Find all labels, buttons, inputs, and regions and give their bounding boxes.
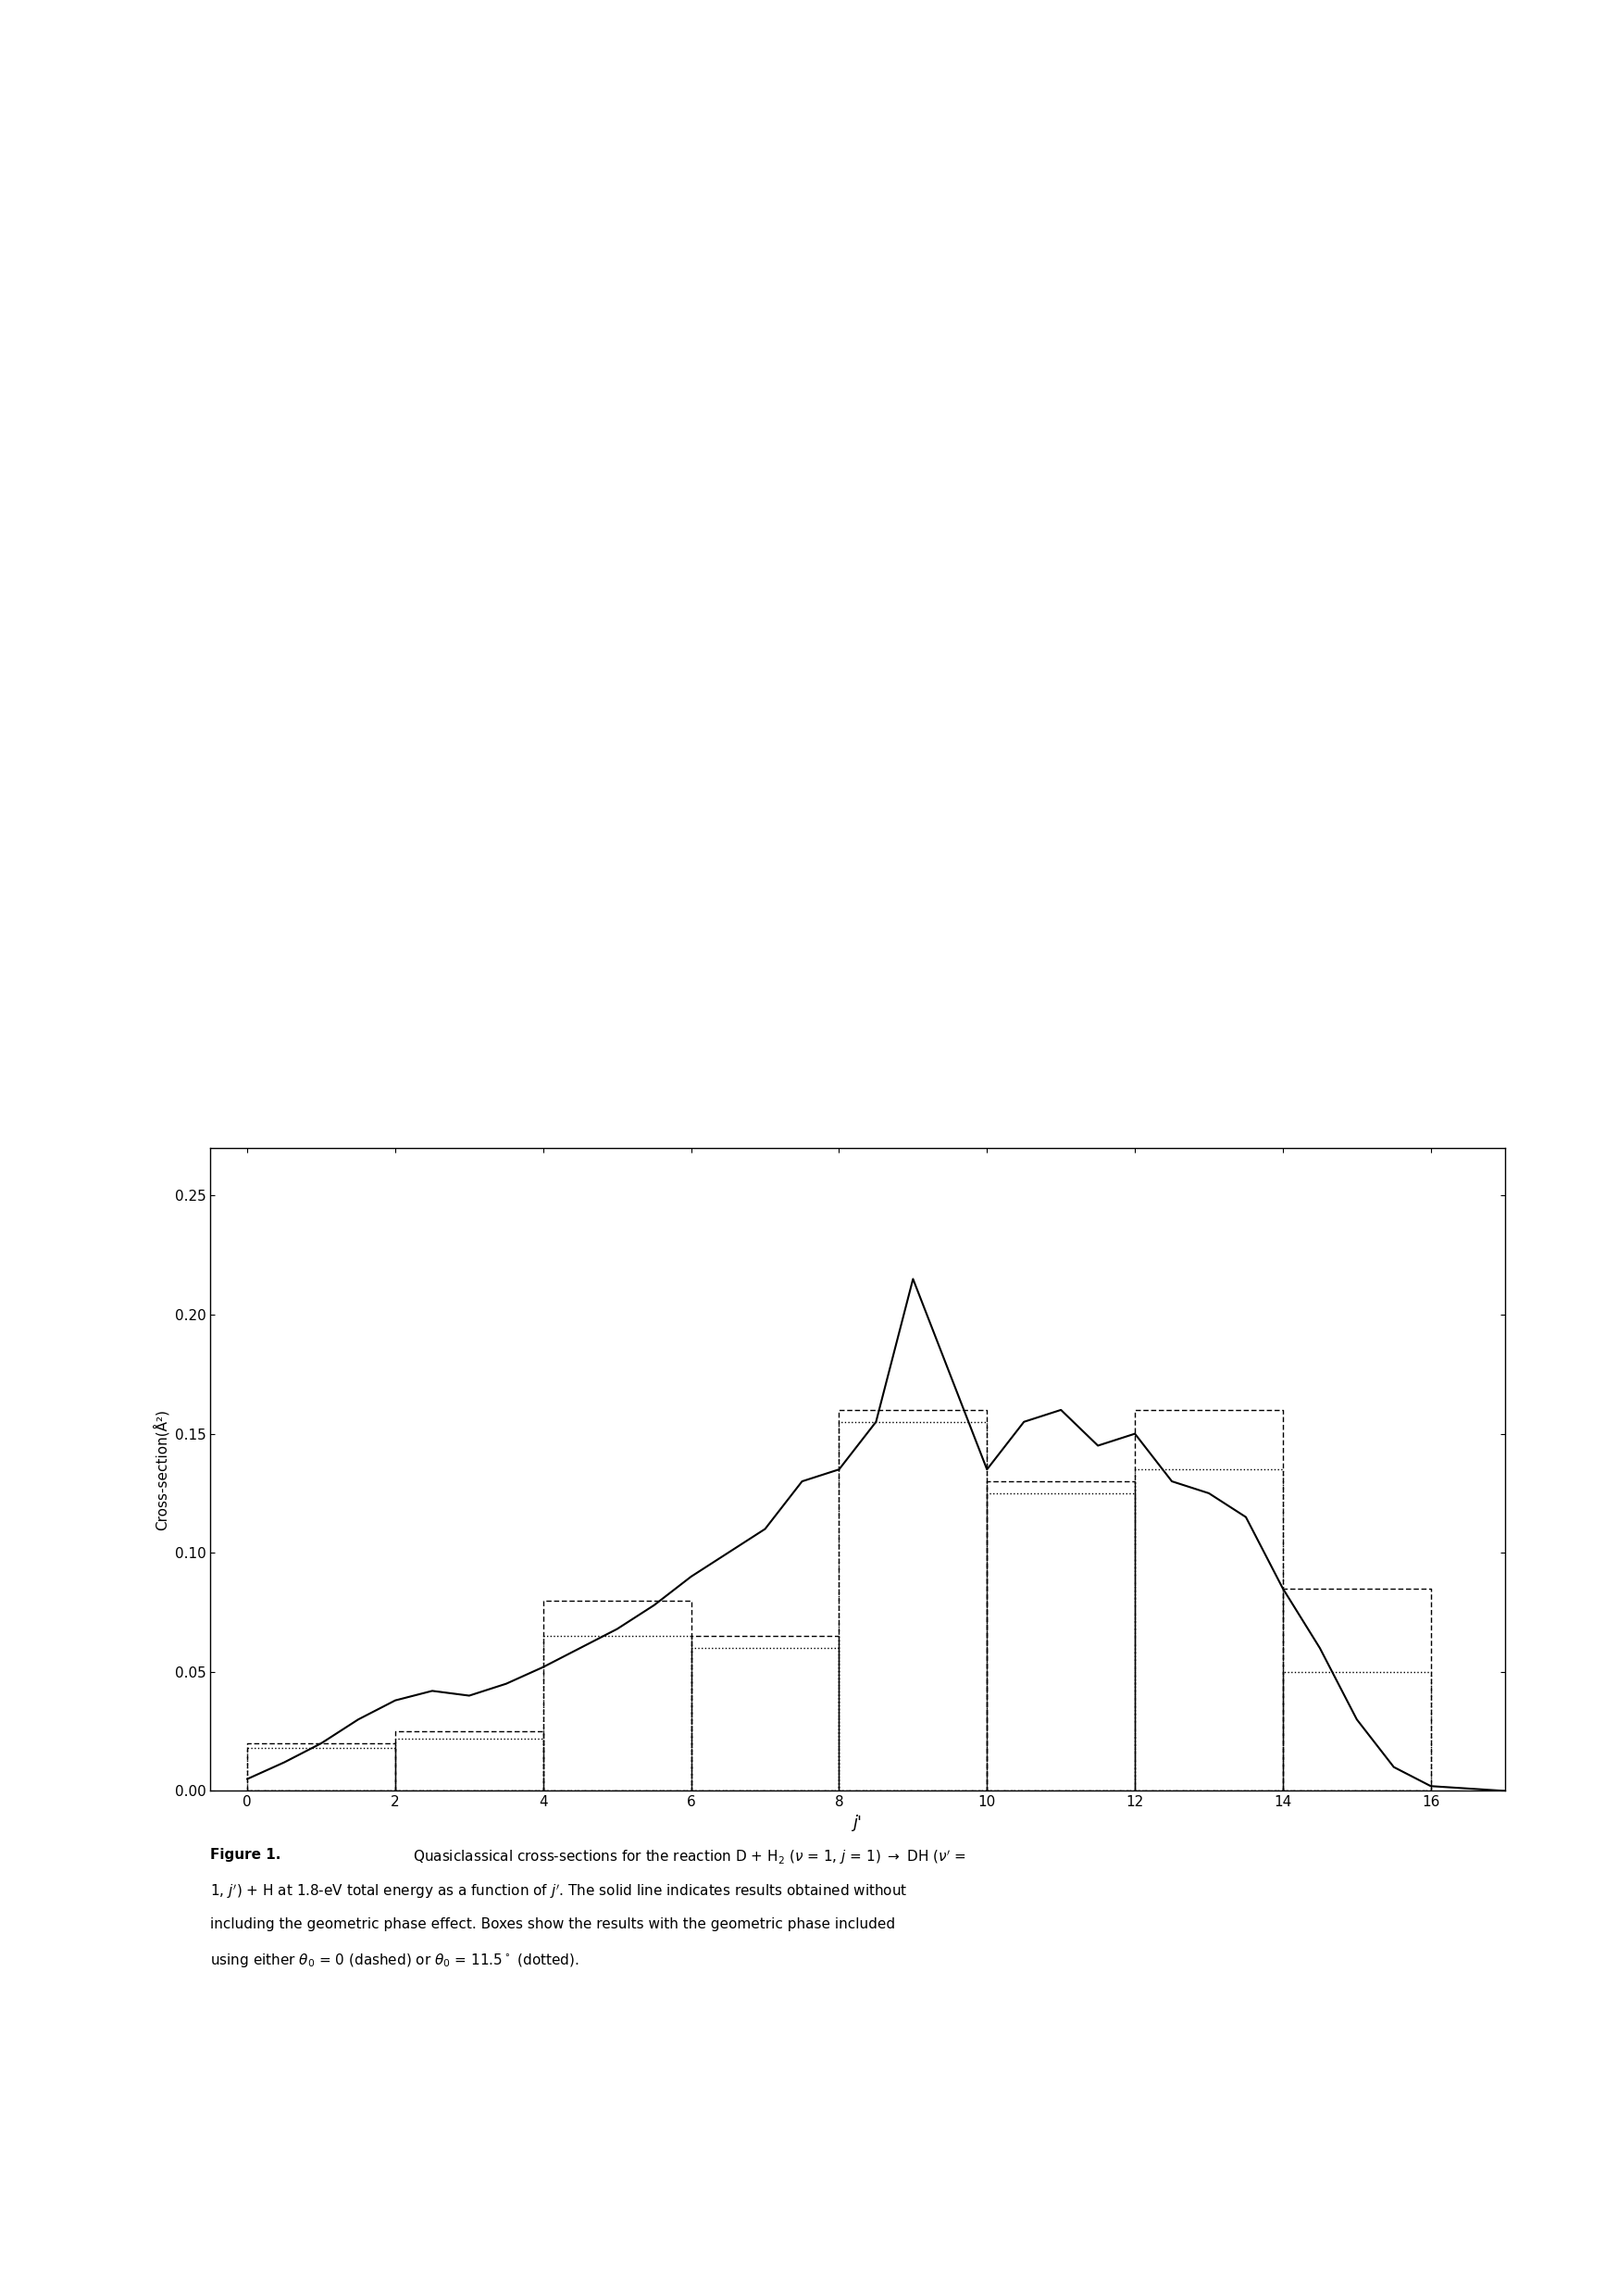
X-axis label: j': j' <box>853 1814 862 1832</box>
Text: 1, $j'$) + H at 1.8-eV total energy as a function of $j'$. The solid line indica: 1, $j'$) + H at 1.8-eV total energy as a… <box>210 1883 908 1901</box>
Text: Quasiclassical cross-sections for the reaction D + H$_2$ ($\nu$ = 1, $j$ = 1) $\: Quasiclassical cross-sections for the re… <box>413 1848 966 1867</box>
Text: including the geometric phase effect. Boxes show the results with the geometric : including the geometric phase effect. Bo… <box>210 1917 895 1931</box>
Text: using either $\theta_0$ = 0 (dashed) or $\theta_0$ = 11.5$^\circ$ (dotted).: using either $\theta_0$ = 0 (dashed) or … <box>210 1952 579 1970</box>
Y-axis label: Cross-section(Å²): Cross-section(Å²) <box>154 1410 170 1529</box>
Text: Figure 1.: Figure 1. <box>210 1848 282 1862</box>
